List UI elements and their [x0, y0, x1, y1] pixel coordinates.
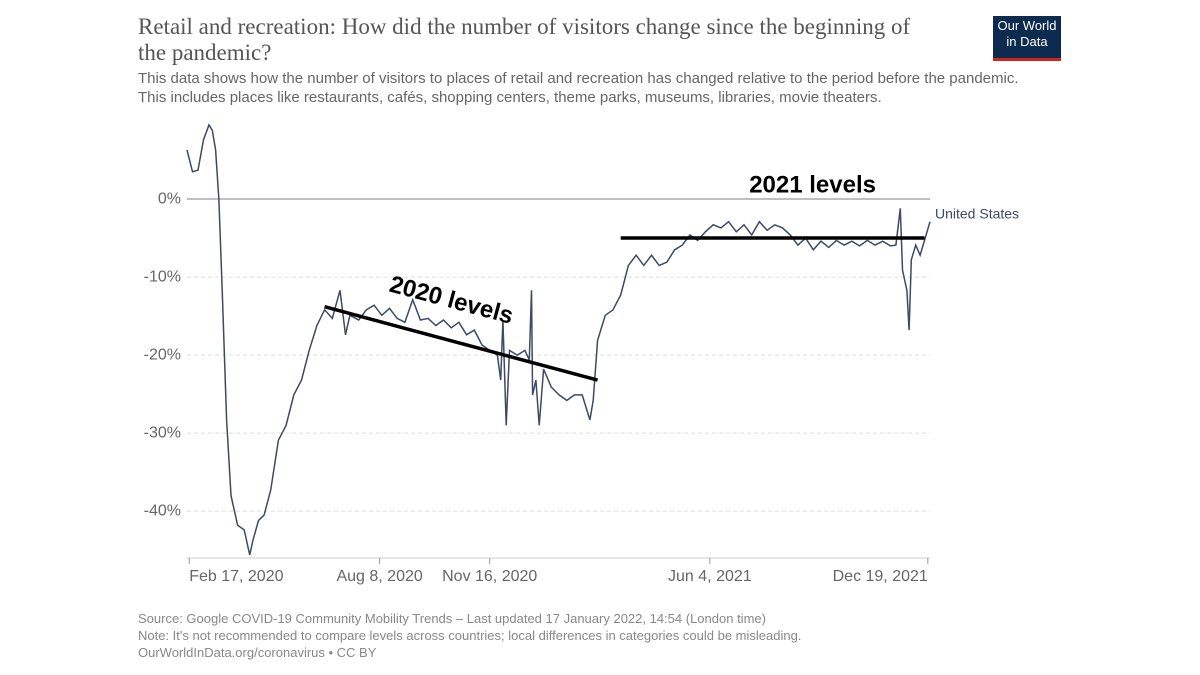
footer: Source: Google COVID-19 Community Mobili…	[138, 610, 801, 661]
y-tick-label: -30%	[144, 424, 181, 441]
x-tick-label: Aug 8, 2020	[336, 568, 422, 585]
series-label: United States	[935, 205, 1019, 221]
chart: 0% -10% -20% -30% -40% Feb 17, 2020 Aug 8, 202…	[144, 123, 1019, 585]
y-tick-label: -40%	[144, 502, 181, 519]
y-tick-label: 0%	[158, 190, 181, 207]
chart-subtitle: This data shows how the number of visito…	[138, 70, 1019, 106]
x-tick-label: Feb 17, 2020	[189, 568, 283, 585]
series-line	[186, 123, 931, 556]
credit[interactable]: OurWorldInData.org/coronavirus • CC BY	[138, 645, 377, 660]
annotation-line	[324, 305, 599, 382]
logo[interactable]: Our World in Data	[993, 16, 1061, 61]
note: Note: It's not recommended to compare le…	[138, 628, 802, 643]
y-tick-label: -20%	[144, 346, 181, 363]
x-tick-label: Dec 19, 2021	[833, 568, 928, 585]
y-tick-label: -10%	[144, 268, 181, 285]
source: Source: Google COVID-19 Community Mobili…	[138, 611, 766, 626]
x-tick-label: Jun 4, 2021	[668, 568, 752, 585]
x-tick-label: Nov 16, 2020	[442, 568, 537, 585]
annotation-text: 2021 levels	[749, 171, 876, 198]
chart-title: Retail and recreation: How did the numbe…	[138, 14, 911, 65]
